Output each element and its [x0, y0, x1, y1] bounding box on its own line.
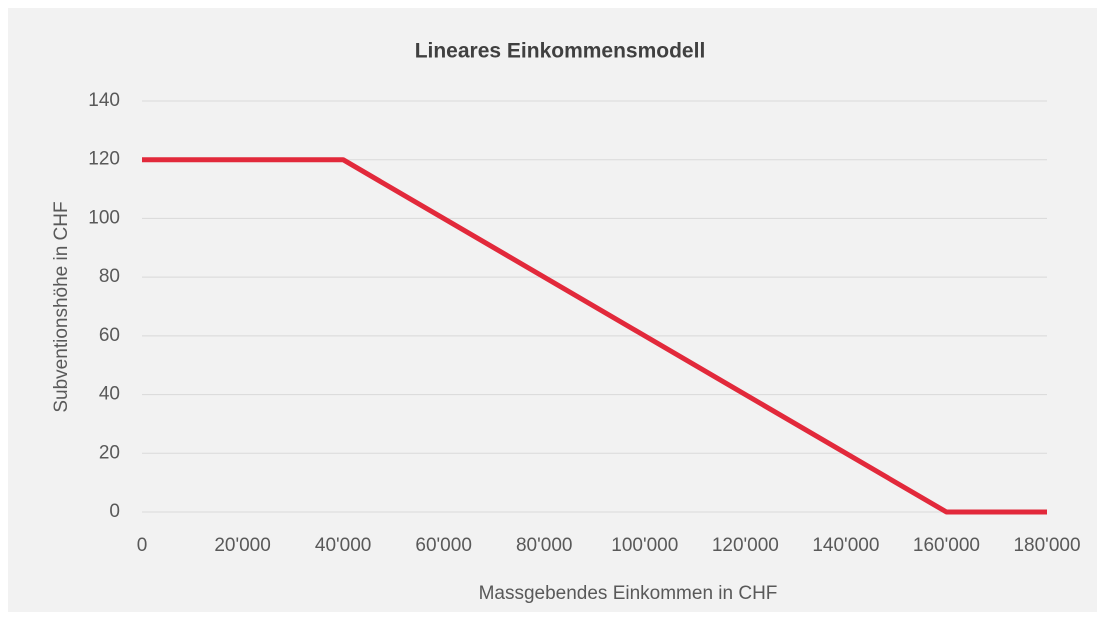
y-tick-label: 40 [99, 384, 120, 405]
x-tick-label: 160'000 [913, 535, 980, 556]
x-tick-label: 120'000 [712, 535, 779, 556]
chart-background [8, 8, 1097, 612]
y-tick-label: 120 [88, 149, 120, 170]
x-tick-label: 100'000 [611, 535, 678, 556]
y-tick-label: 80 [99, 266, 120, 287]
x-tick-label: 60'000 [415, 535, 471, 556]
x-tick-label: 180'000 [1013, 535, 1080, 556]
y-tick-label: 20 [99, 442, 120, 463]
x-tick-label: 40'000 [315, 535, 371, 556]
chart-title: Lineares Einkommensmodell [415, 40, 706, 63]
x-tick-label: 0 [137, 535, 148, 556]
y-tick-label: 0 [109, 501, 120, 522]
x-tick-label: 80'000 [516, 535, 572, 556]
data-line [142, 157, 1047, 515]
x-tick-label: 140'000 [812, 535, 879, 556]
y-axis-label: Subventionshöhe in CHF [51, 201, 72, 412]
x-tick-label: 20'000 [214, 535, 270, 556]
y-tick-label: 60 [99, 325, 120, 346]
y-tick-label: 140 [88, 90, 120, 111]
x-axis-label: Massgebendes Einkommen in CHF [479, 583, 778, 604]
y-tick-label: 100 [88, 207, 120, 228]
